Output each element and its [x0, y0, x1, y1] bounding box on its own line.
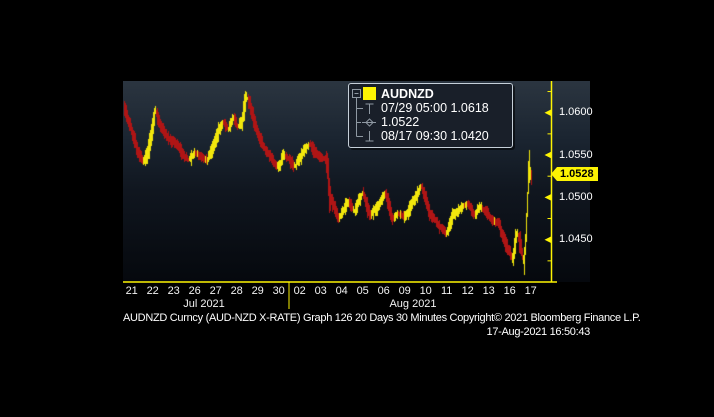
chart-timestamp: 17-Aug-2021 16:50:43	[486, 326, 591, 338]
x-axis-day-label: 06	[377, 285, 390, 297]
x-axis-day-label: 30	[272, 285, 285, 297]
major-tick-arrow-icon	[544, 236, 552, 244]
y-axis-label: 1.0600	[559, 106, 593, 119]
x-axis-day-label: 10	[419, 285, 432, 297]
low-marker-icon	[365, 131, 374, 142]
x-axis-day-label: 23	[167, 285, 180, 297]
legend-last-row: 1.0522	[381, 115, 420, 129]
x-axis-day-label: 11	[440, 285, 453, 297]
x-axis-day-label: 02	[293, 285, 306, 297]
major-tick-arrow-icon	[544, 193, 552, 201]
x-axis-day-label: 28	[230, 285, 243, 297]
x-axis-day-label: 22	[146, 285, 159, 297]
legend-box[interactable]: AUDNZD 07/29 05:00 1.0618 1.0522 08/17 0…	[348, 83, 513, 148]
x-axis-day-label: 12	[461, 285, 474, 297]
chart-description: AUDNZD Curncy (AUD-NZD X-RATE) Graph 126…	[123, 312, 641, 324]
x-axis-day-label: 27	[209, 285, 222, 297]
x-axis-day-label: 04	[335, 285, 348, 297]
x-axis-day-label: 03	[314, 285, 327, 297]
x-axis-day-label: 05	[356, 285, 369, 297]
x-axis-day-label: 21	[125, 285, 138, 297]
last-price-tag: 1.0528	[551, 166, 598, 181]
price-tag-pointer-icon	[551, 166, 557, 181]
last-price-value: 1.0528	[560, 167, 594, 180]
x-axis-day-label: 16	[503, 285, 516, 297]
x-axis-month-label: Aug 2021	[389, 298, 437, 310]
x-axis-day-label: 13	[482, 285, 495, 297]
legend-low-row: 08/17 09:30 1.0420	[381, 129, 489, 143]
x-axis-day-label: 09	[398, 285, 411, 297]
x-axis-day-label: 29	[251, 285, 264, 297]
legend-symbol: AUDNZD	[381, 87, 434, 101]
high-marker-icon	[365, 103, 374, 114]
major-tick-arrow-icon	[544, 151, 552, 159]
major-tick-arrow-icon	[544, 109, 552, 117]
x-axis-day-label: 17	[524, 285, 537, 297]
legend-high-row: 07/29 05:00 1.0618	[381, 101, 489, 115]
x-axis-day-label: 26	[188, 285, 201, 297]
x-axis-month-label: Jul 2021	[183, 298, 225, 310]
y-axis-label: 1.0500	[559, 190, 593, 203]
y-axis-label: 1.0550	[559, 148, 593, 161]
y-axis-label: 1.0450	[559, 233, 593, 246]
series-color-swatch	[363, 87, 376, 100]
last-marker-icon	[362, 118, 376, 127]
legend-tree-icons	[352, 89, 376, 142]
